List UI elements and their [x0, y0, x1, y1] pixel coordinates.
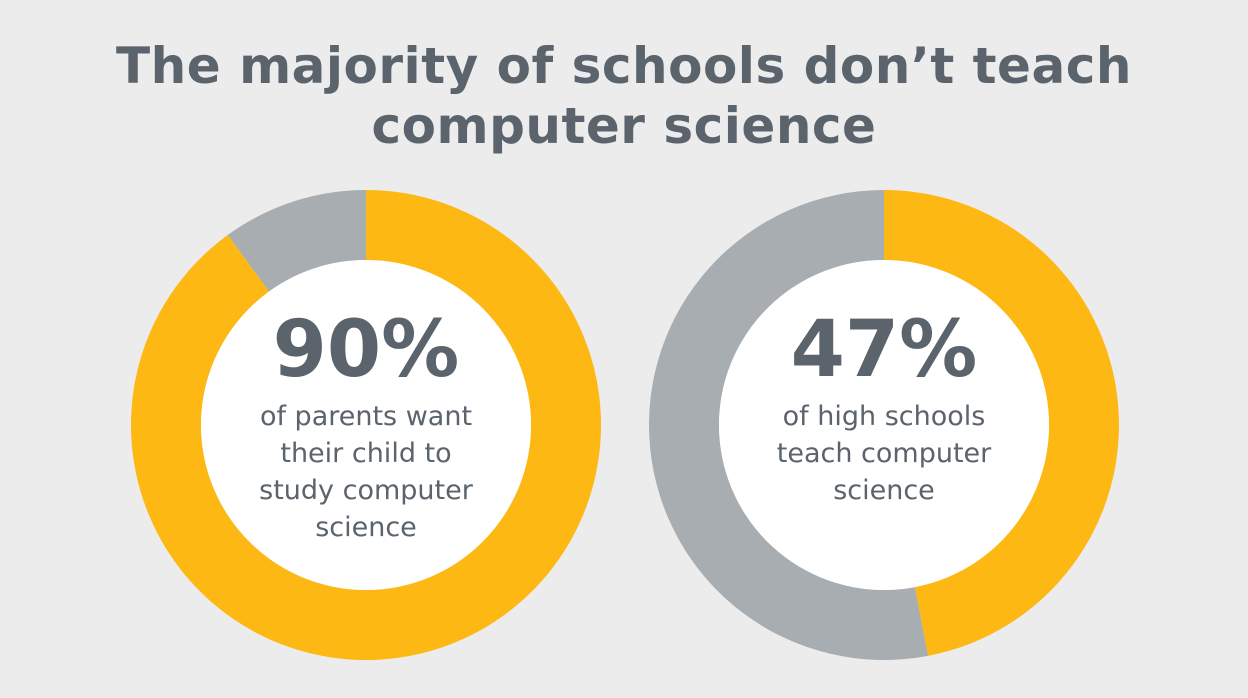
donut-slice-high-schools-value — [884, 190, 1119, 656]
donut-chart-high-schools — [648, 190, 1119, 660]
donut-slice-high-schools-remainder — [648, 190, 929, 660]
donut-hole-parents — [201, 260, 531, 590]
percent-label-parents: 90% — [272, 305, 460, 395]
title-line-2: computer science — [371, 97, 877, 155]
donut-center-high-schools: 47% of high schools teach computer scien… — [719, 308, 1049, 509]
title-line-1: The majority of schools don’t teach — [116, 37, 1132, 95]
percent-label-high-schools: 47% — [790, 305, 978, 395]
chart-title: The majority of schools don’t teach comp… — [0, 36, 1248, 156]
donut-slice-parents-remainder — [227, 190, 366, 292]
donut-chart-parents — [130, 190, 601, 660]
donut-hole-high-schools — [719, 260, 1049, 590]
donut-center-parents: 90% of parents want their child to study… — [201, 308, 531, 546]
donut-slice-parents-value — [130, 190, 601, 660]
description-parents: of parents want their child to study com… — [259, 401, 473, 543]
description-high-schools: of high schools teach computer science — [776, 401, 992, 506]
